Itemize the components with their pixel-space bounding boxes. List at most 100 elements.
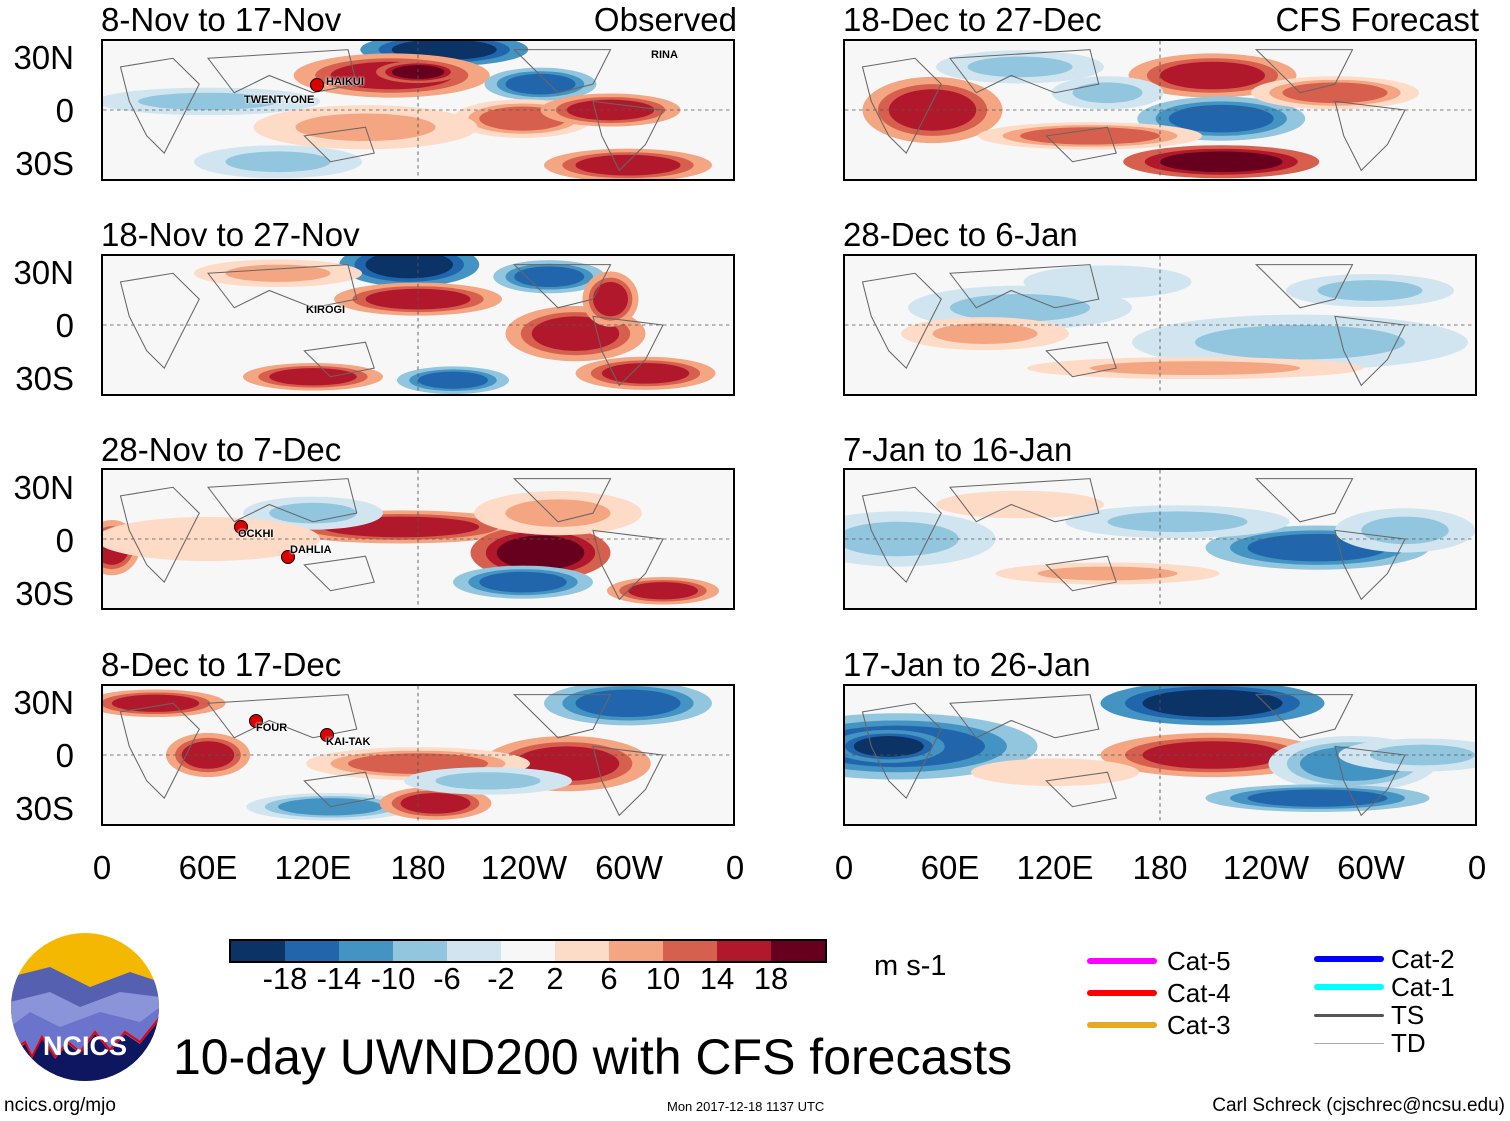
legend-line xyxy=(1314,1013,1384,1017)
colorbar-tick: -14 xyxy=(316,961,362,996)
coastline xyxy=(861,486,942,583)
colorbar-swatch xyxy=(501,941,555,961)
author-credit: Carl Schreck (cjschrec@ncsu.edu) xyxy=(1212,1095,1505,1116)
coastline xyxy=(861,57,942,154)
wind-anomaly-contour xyxy=(575,689,681,718)
coastline xyxy=(512,264,612,309)
x-tick: 0 xyxy=(834,849,854,886)
x-tick: 0 xyxy=(1467,849,1487,886)
map-panel-0 xyxy=(101,39,735,181)
coastline xyxy=(1045,126,1117,163)
wind-anomaly-contour xyxy=(1361,516,1449,545)
coastline xyxy=(206,264,358,309)
map-panel-7 xyxy=(843,684,1477,826)
colorbar-tick: -10 xyxy=(370,961,416,996)
coastline xyxy=(512,694,612,739)
wind-anomaly-contour xyxy=(1020,127,1160,145)
coastline xyxy=(119,272,200,369)
x-tick: 60W xyxy=(1337,849,1405,886)
wind-anomaly-contour xyxy=(391,65,445,79)
wind-anomaly-contour xyxy=(138,92,278,110)
panel-title: 8-Dec to 17-Dec xyxy=(101,646,342,683)
colorbar-swatch xyxy=(663,941,717,961)
y-tick: 30N xyxy=(13,469,74,506)
wind-anomaly-contour xyxy=(1107,511,1248,533)
colorbar-swatch xyxy=(771,941,825,961)
x-tick: 0 xyxy=(92,849,112,886)
map-panel-5 xyxy=(843,254,1477,396)
units-label: m s-1 xyxy=(874,950,947,982)
storm-label: OCKHI xyxy=(238,528,274,540)
wind-anomaly-contour xyxy=(225,151,331,173)
forecast-label: CFS Forecast xyxy=(1275,1,1479,38)
panel-title: 7-Jan to 16-Jan xyxy=(843,431,1073,468)
legend-label: Cat-2 xyxy=(1391,944,1455,974)
storm-label: FOUR xyxy=(256,722,288,734)
coastline xyxy=(512,49,612,94)
storm-label: HAIKUI xyxy=(326,76,364,88)
colorbar-swatch xyxy=(447,941,501,961)
wind-anomaly-contour xyxy=(269,502,357,524)
coastline xyxy=(1254,49,1354,94)
colorbar-tick: -6 xyxy=(433,961,461,996)
legend-line xyxy=(1087,1022,1157,1028)
coastline xyxy=(303,126,375,163)
storm-marker xyxy=(310,78,324,92)
wind-anomaly-contour xyxy=(505,73,576,95)
colorbar-tick: 14 xyxy=(699,961,735,996)
panel-title: 8-Nov to 17-Nov xyxy=(101,1,342,38)
y-tick: 0 xyxy=(55,92,74,129)
wind-anomaly-contour xyxy=(225,264,331,282)
wind-anomaly-contour xyxy=(1195,325,1405,360)
y-tick: 30S xyxy=(15,360,74,397)
x-tick: 60E xyxy=(178,849,238,886)
coastline xyxy=(592,100,664,172)
wind-anomaly-contour xyxy=(269,368,357,386)
colorbar xyxy=(229,939,827,963)
wind-anomaly-contour xyxy=(1317,280,1423,301)
coastline xyxy=(948,49,1100,94)
coastline xyxy=(1334,745,1406,817)
colorbar-swatch xyxy=(717,941,771,961)
coastline xyxy=(206,478,358,523)
coastline xyxy=(1045,341,1117,378)
wind-anomaly-contour xyxy=(365,256,453,279)
wind-anomaly-contour xyxy=(1247,789,1388,807)
y-tick: 0 xyxy=(55,307,74,344)
legend-label: Cat-3 xyxy=(1167,1010,1231,1040)
colorbar-swatch xyxy=(609,941,663,961)
colorbar-tick: 18 xyxy=(753,961,789,996)
colorbar-swatch xyxy=(339,941,393,961)
colorbar-tick: 6 xyxy=(600,961,618,996)
coastline xyxy=(206,694,358,739)
wind-anomaly-contour xyxy=(496,535,585,571)
legend-label: TD xyxy=(1391,1028,1426,1058)
colorbar-swatch xyxy=(555,941,609,961)
map-panel-6 xyxy=(843,468,1477,610)
observed-label: Observed xyxy=(593,1,737,38)
wind-anomaly-contour xyxy=(1142,689,1283,718)
y-tick: 30N xyxy=(13,254,74,291)
y-tick: 30S xyxy=(15,575,74,612)
coastline xyxy=(1045,555,1117,592)
x-tick: 120W xyxy=(1222,849,1310,886)
map-panel-1 xyxy=(101,254,735,396)
coastline xyxy=(861,702,942,799)
map-panel-2 xyxy=(101,468,735,610)
legend-label: Cat-1 xyxy=(1391,972,1455,1002)
wind-anomaly-contour xyxy=(1090,361,1300,376)
coastline xyxy=(119,57,200,154)
storm-label: KAI-TAK xyxy=(326,736,371,748)
coastline xyxy=(1334,315,1406,387)
x-tick: 180 xyxy=(1132,849,1188,886)
colorbar-tick: 2 xyxy=(546,961,564,996)
legend-line xyxy=(1314,956,1384,962)
figure-title: 10-day UWND200 with CFS forecasts xyxy=(173,1029,1013,1085)
coastline xyxy=(1334,100,1406,172)
wind-anomaly-contour xyxy=(853,736,924,757)
panel-title: 18-Dec to 27-Dec xyxy=(843,1,1102,38)
site-link[interactable]: ncics.org/mjo xyxy=(4,1095,116,1116)
coastline xyxy=(119,702,200,799)
coastline xyxy=(1254,694,1354,739)
